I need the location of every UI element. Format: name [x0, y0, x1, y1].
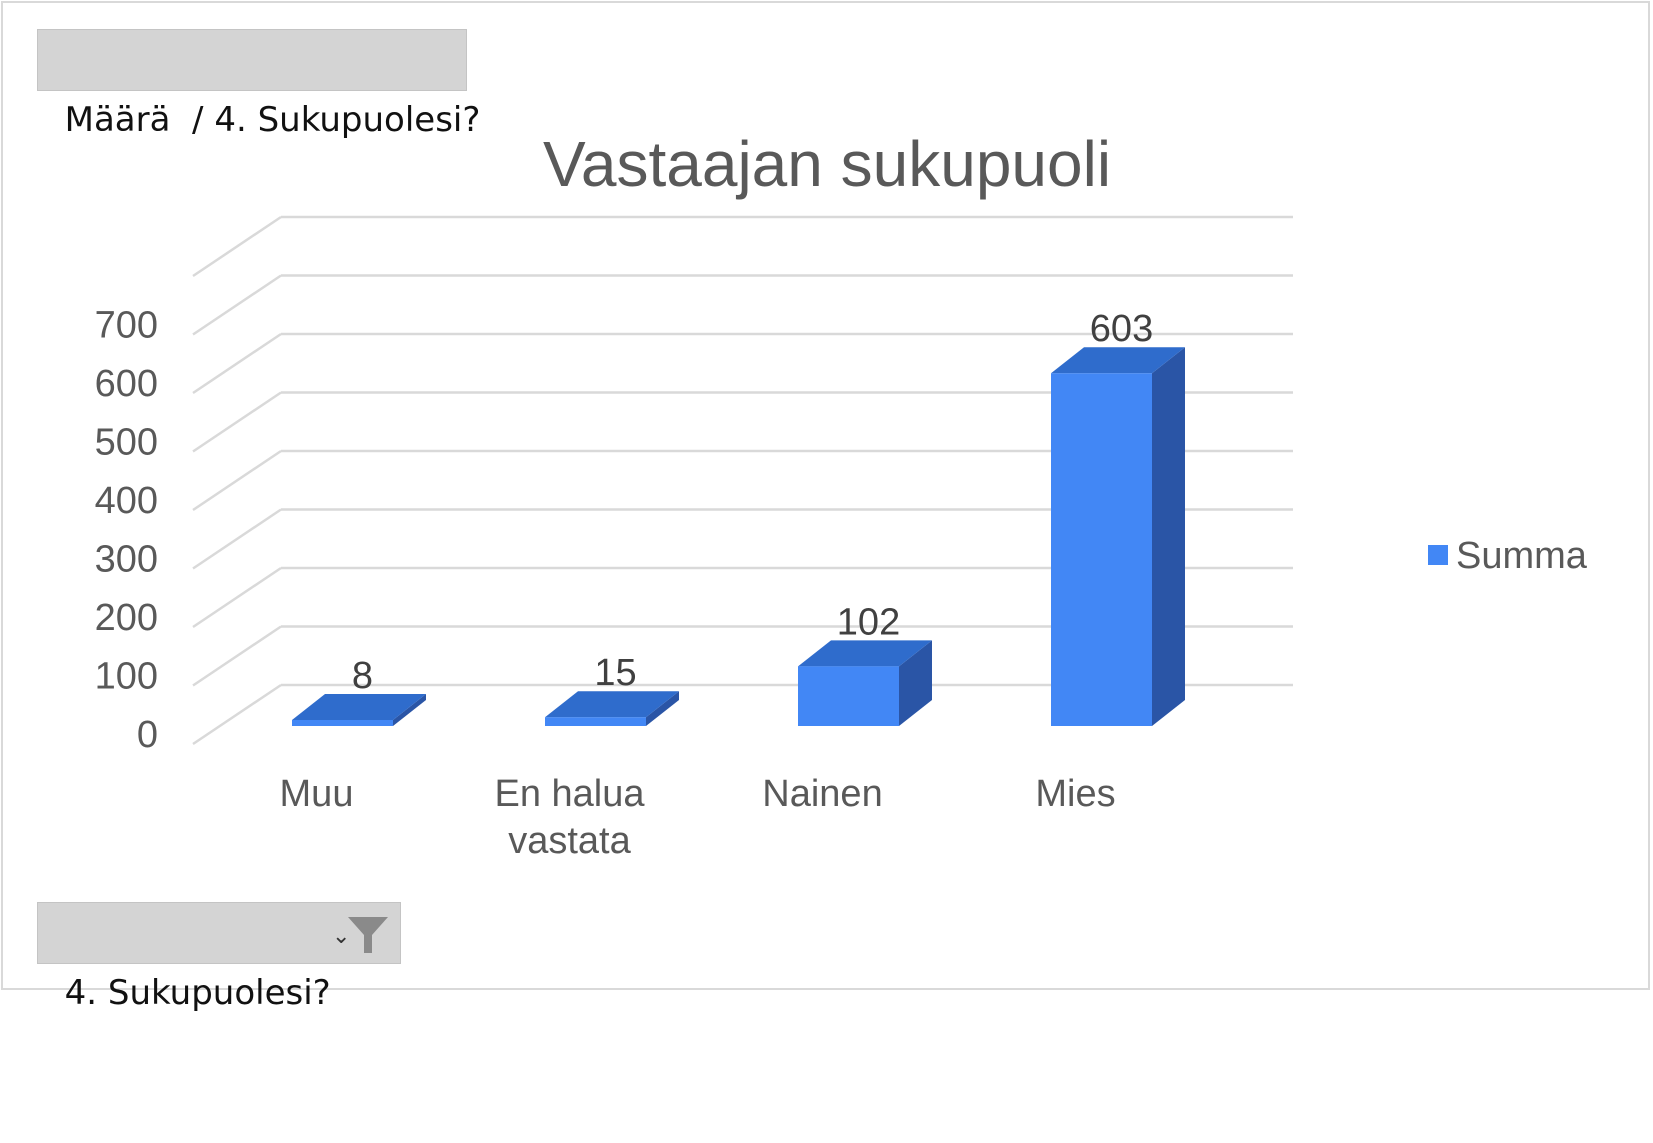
- x-tick-label: Nainen: [762, 773, 882, 815]
- bar: [798, 666, 899, 726]
- gridline-diagonal: [192, 391, 282, 453]
- bar-top: [545, 691, 679, 718]
- y-tick-label: 100: [95, 656, 158, 698]
- gridline-diagonal: [192, 449, 282, 512]
- pivot-axis-field-button[interactable]: 4. Sukupuolesi? ⌄: [37, 902, 401, 1013]
- bar: [292, 720, 393, 726]
- gridline-diagonal: [192, 274, 282, 336]
- gridline-diagonal: [192, 625, 282, 687]
- gridline-diagonal: [192, 683, 282, 746]
- y-tick-label: 300: [95, 539, 158, 581]
- gridline-diagonal: [192, 215, 282, 278]
- chart-title: Vastaajan sukupuoli: [543, 128, 1111, 200]
- bar-side: [393, 694, 426, 726]
- bar-side: [646, 691, 679, 726]
- x-tick-label: Muu: [280, 773, 354, 815]
- x-tick-label: vastata: [508, 820, 631, 862]
- dropdown-arrow-icon[interactable]: ⌄: [332, 924, 351, 949]
- y-tick-label: 0: [137, 714, 158, 756]
- y-tick-label: 500: [95, 422, 158, 464]
- bar-top: [292, 694, 426, 720]
- data-label: 15: [594, 652, 636, 694]
- x-tick-label: En halua: [494, 773, 645, 815]
- gridline-diagonal: [192, 332, 282, 395]
- gridline-diagonal: [192, 566, 282, 629]
- y-tick-label: 700: [95, 305, 158, 347]
- bar: [1051, 373, 1152, 726]
- y-tick-label: 400: [95, 480, 158, 522]
- pivot-value-field-button[interactable]: Määrä / 4. Sukupuolesi?: [37, 29, 480, 140]
- bar-chart: Vastaajan sukupuoli 0 100 200 300 400 500 600 70…: [95, 128, 1588, 862]
- legend-label: Summa: [1456, 535, 1588, 577]
- legend-swatch: [1428, 545, 1448, 565]
- funnel-icon[interactable]: [346, 913, 390, 957]
- bar-top: [798, 640, 932, 667]
- bar: [545, 717, 646, 726]
- y-tick-label: 600: [95, 363, 158, 405]
- bar-side: [1152, 347, 1185, 726]
- chart-frame: [1, 1, 1650, 990]
- gridline-diagonal: [192, 508, 282, 570]
- y-tick-label: 200: [95, 597, 158, 639]
- x-tick-label: Mies: [1035, 773, 1115, 815]
- pivot-axis-field-label: 4. Sukupuolesi?: [64, 973, 331, 1013]
- pivot-value-field-label: Määrä / 4. Sukupuolesi?: [64, 100, 481, 140]
- data-label: 102: [837, 601, 900, 643]
- data-label: 603: [1090, 308, 1153, 350]
- data-label: 8: [352, 655, 373, 697]
- bar-side: [899, 640, 932, 726]
- bar-top: [1051, 347, 1185, 374]
